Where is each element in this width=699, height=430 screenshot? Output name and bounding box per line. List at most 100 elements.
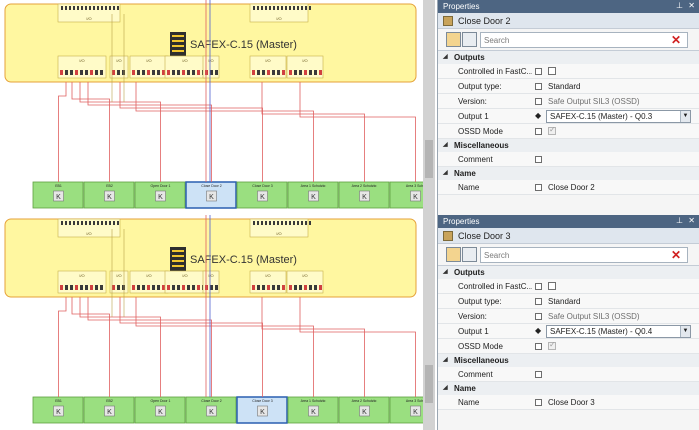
- property-output1[interactable]: Output 1 ◆ SAFEX-C.15 (Master) - Q0.3 ▼: [438, 109, 699, 124]
- io-pin: [69, 221, 71, 225]
- controlled-checkbox[interactable]: [548, 67, 556, 75]
- io-pin: [205, 285, 208, 290]
- category-name[interactable]: ◢ Name: [438, 167, 699, 180]
- property-comment[interactable]: Comment: [438, 152, 699, 167]
- collapse-icon[interactable]: ◢: [443, 269, 448, 275]
- clear-search-icon[interactable]: ✕: [670, 248, 681, 262]
- categorized-view-button[interactable]: [446, 247, 461, 262]
- io-pin: [112, 285, 115, 290]
- category-miscellaneous[interactable]: ◢ Miscellaneous: [438, 354, 699, 367]
- properties-title-bar: Properties ⊥ ✕: [438, 0, 699, 13]
- node-icon: [155, 405, 166, 417]
- io-pin: [77, 6, 79, 10]
- io-group-label: I/O: [86, 231, 91, 236]
- io-pin: [157, 285, 160, 290]
- alphabetical-view-button[interactable]: [462, 32, 477, 47]
- property-controlled[interactable]: Controlled in FastC...: [438, 279, 699, 294]
- properties-title: Properties: [443, 217, 480, 226]
- scrollbar-thumb[interactable]: [425, 365, 433, 403]
- io-pin: [101, 221, 103, 225]
- property-output-type[interactable]: Output type: Standard: [438, 79, 699, 94]
- collapse-icon[interactable]: ◢: [443, 385, 448, 391]
- property-label: Output 1: [458, 112, 489, 121]
- collapse-icon[interactable]: ◢: [443, 54, 448, 60]
- search-input[interactable]: Search ✕: [480, 247, 688, 263]
- category-miscellaneous[interactable]: ◢ Miscellaneous: [438, 139, 699, 152]
- node-icon: [206, 190, 217, 202]
- scrollbar-thumb[interactable]: [425, 140, 433, 178]
- pin-icon[interactable]: ⊥: [676, 1, 683, 10]
- alphabetical-view-button[interactable]: [462, 247, 477, 262]
- vertical-scrollbar[interactable]: [423, 0, 435, 215]
- wire: [119, 297, 263, 397]
- property-label: Output type:: [458, 82, 502, 91]
- io-group-label: I/O: [208, 273, 213, 278]
- io-pin: [267, 70, 270, 75]
- category-outputs[interactable]: ◢ Outputs: [438, 51, 699, 64]
- close-icon[interactable]: ✕: [688, 1, 695, 10]
- property-version[interactable]: Version: Safe Output SIL3 (OSSD): [438, 309, 699, 324]
- io-pin: [97, 221, 99, 225]
- property-ossd-mode[interactable]: OSSD Mode: [438, 124, 699, 139]
- io-pin: [273, 6, 275, 10]
- io-group-label: I/O: [79, 273, 84, 278]
- name-value[interactable]: Close Door 3: [548, 398, 595, 407]
- wire: [299, 297, 416, 397]
- collapse-icon[interactable]: ◢: [443, 357, 448, 363]
- controlled-checkbox[interactable]: [548, 282, 556, 290]
- selected-object-name: Close Door 3: [458, 231, 511, 241]
- io-pin: [95, 285, 98, 290]
- clear-search-icon[interactable]: ✕: [670, 33, 681, 47]
- property-ossd-mode[interactable]: OSSD Mode: [438, 339, 699, 354]
- property-label: Controlled in FastC...: [458, 67, 532, 76]
- io-pin: [61, 221, 63, 225]
- io-pin: [215, 70, 218, 75]
- dropdown-arrow-icon[interactable]: ▼: [680, 111, 690, 122]
- diagram-canvas[interactable]: I/O I/O SAFEX-C.15 (Master) I/O I/O I/O I/O I/O…: [0, 0, 423, 215]
- dropdown-arrow-icon[interactable]: ▼: [680, 326, 690, 337]
- property-pin-icon: [535, 68, 542, 75]
- property-label: Controlled in FastC...: [458, 282, 532, 291]
- io-pin: [301, 6, 303, 10]
- io-group-label: I/O: [265, 58, 270, 63]
- io-pin: [147, 285, 150, 290]
- property-pin-icon: [535, 184, 542, 191]
- close-icon[interactable]: ✕: [688, 216, 695, 225]
- io-pin: [81, 221, 83, 225]
- io-pin: [117, 285, 120, 290]
- search-input[interactable]: Search ✕: [480, 32, 688, 48]
- node-icon-glyph: K: [209, 194, 214, 201]
- io-pin: [152, 285, 155, 290]
- master-label: SAFEX-C.15 (Master): [190, 254, 297, 266]
- categorized-view-button[interactable]: [446, 32, 461, 47]
- property-output-type[interactable]: Output type: Standard: [438, 294, 699, 309]
- wire: [87, 82, 212, 182]
- pin-icon[interactable]: ⊥: [676, 216, 683, 225]
- output1-dropdown[interactable]: SAFEX-C.15 (Master) - Q0.4 ▼: [546, 325, 691, 338]
- io-pin: [77, 221, 79, 225]
- collapse-icon[interactable]: ◢: [443, 170, 448, 176]
- property-name[interactable]: Name Close Door 2: [438, 180, 699, 195]
- collapse-icon[interactable]: ◢: [443, 142, 448, 148]
- properties-panel: Properties ⊥ ✕ Close Door 2 Search ✕ ◢ Ou…: [437, 0, 699, 215]
- node-icon: [410, 190, 421, 202]
- property-name[interactable]: Name Close Door 3: [438, 395, 699, 410]
- name-value[interactable]: Close Door 2: [548, 183, 595, 192]
- node-icon-glyph: K: [260, 409, 265, 416]
- io-pin: [297, 221, 299, 225]
- property-comment[interactable]: Comment: [438, 367, 699, 382]
- property-controlled[interactable]: Controlled in FastC...: [438, 64, 699, 79]
- category-label: Miscellaneous: [454, 356, 509, 365]
- vertical-scrollbar[interactable]: [423, 215, 435, 430]
- node-label: Close Door 2: [201, 184, 221, 188]
- node-label: Close Door 2: [201, 399, 221, 403]
- category-outputs[interactable]: ◢ Outputs: [438, 266, 699, 279]
- category-name[interactable]: ◢ Name: [438, 382, 699, 395]
- io-group-label: I/O: [182, 58, 187, 63]
- property-version[interactable]: Version: Safe Output SIL3 (OSSD): [438, 94, 699, 109]
- property-output1[interactable]: Output 1 ◆ SAFEX-C.15 (Master) - Q0.4 ▼: [438, 324, 699, 339]
- io-pin: [172, 70, 175, 75]
- io-pin: [97, 6, 99, 10]
- diagram-canvas[interactable]: I/O I/O SAFEX-C.15 (Master) I/O I/O I/O I/O I/O…: [0, 215, 423, 430]
- output1-dropdown[interactable]: SAFEX-C.15 (Master) - Q0.3 ▼: [546, 110, 691, 123]
